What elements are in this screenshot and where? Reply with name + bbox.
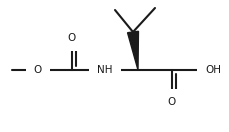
Text: NH: NH: [97, 65, 112, 75]
Text: O: O: [68, 33, 76, 43]
Text: OH: OH: [204, 65, 220, 75]
Text: O: O: [167, 97, 175, 107]
Text: O: O: [34, 65, 42, 75]
Polygon shape: [127, 31, 138, 70]
